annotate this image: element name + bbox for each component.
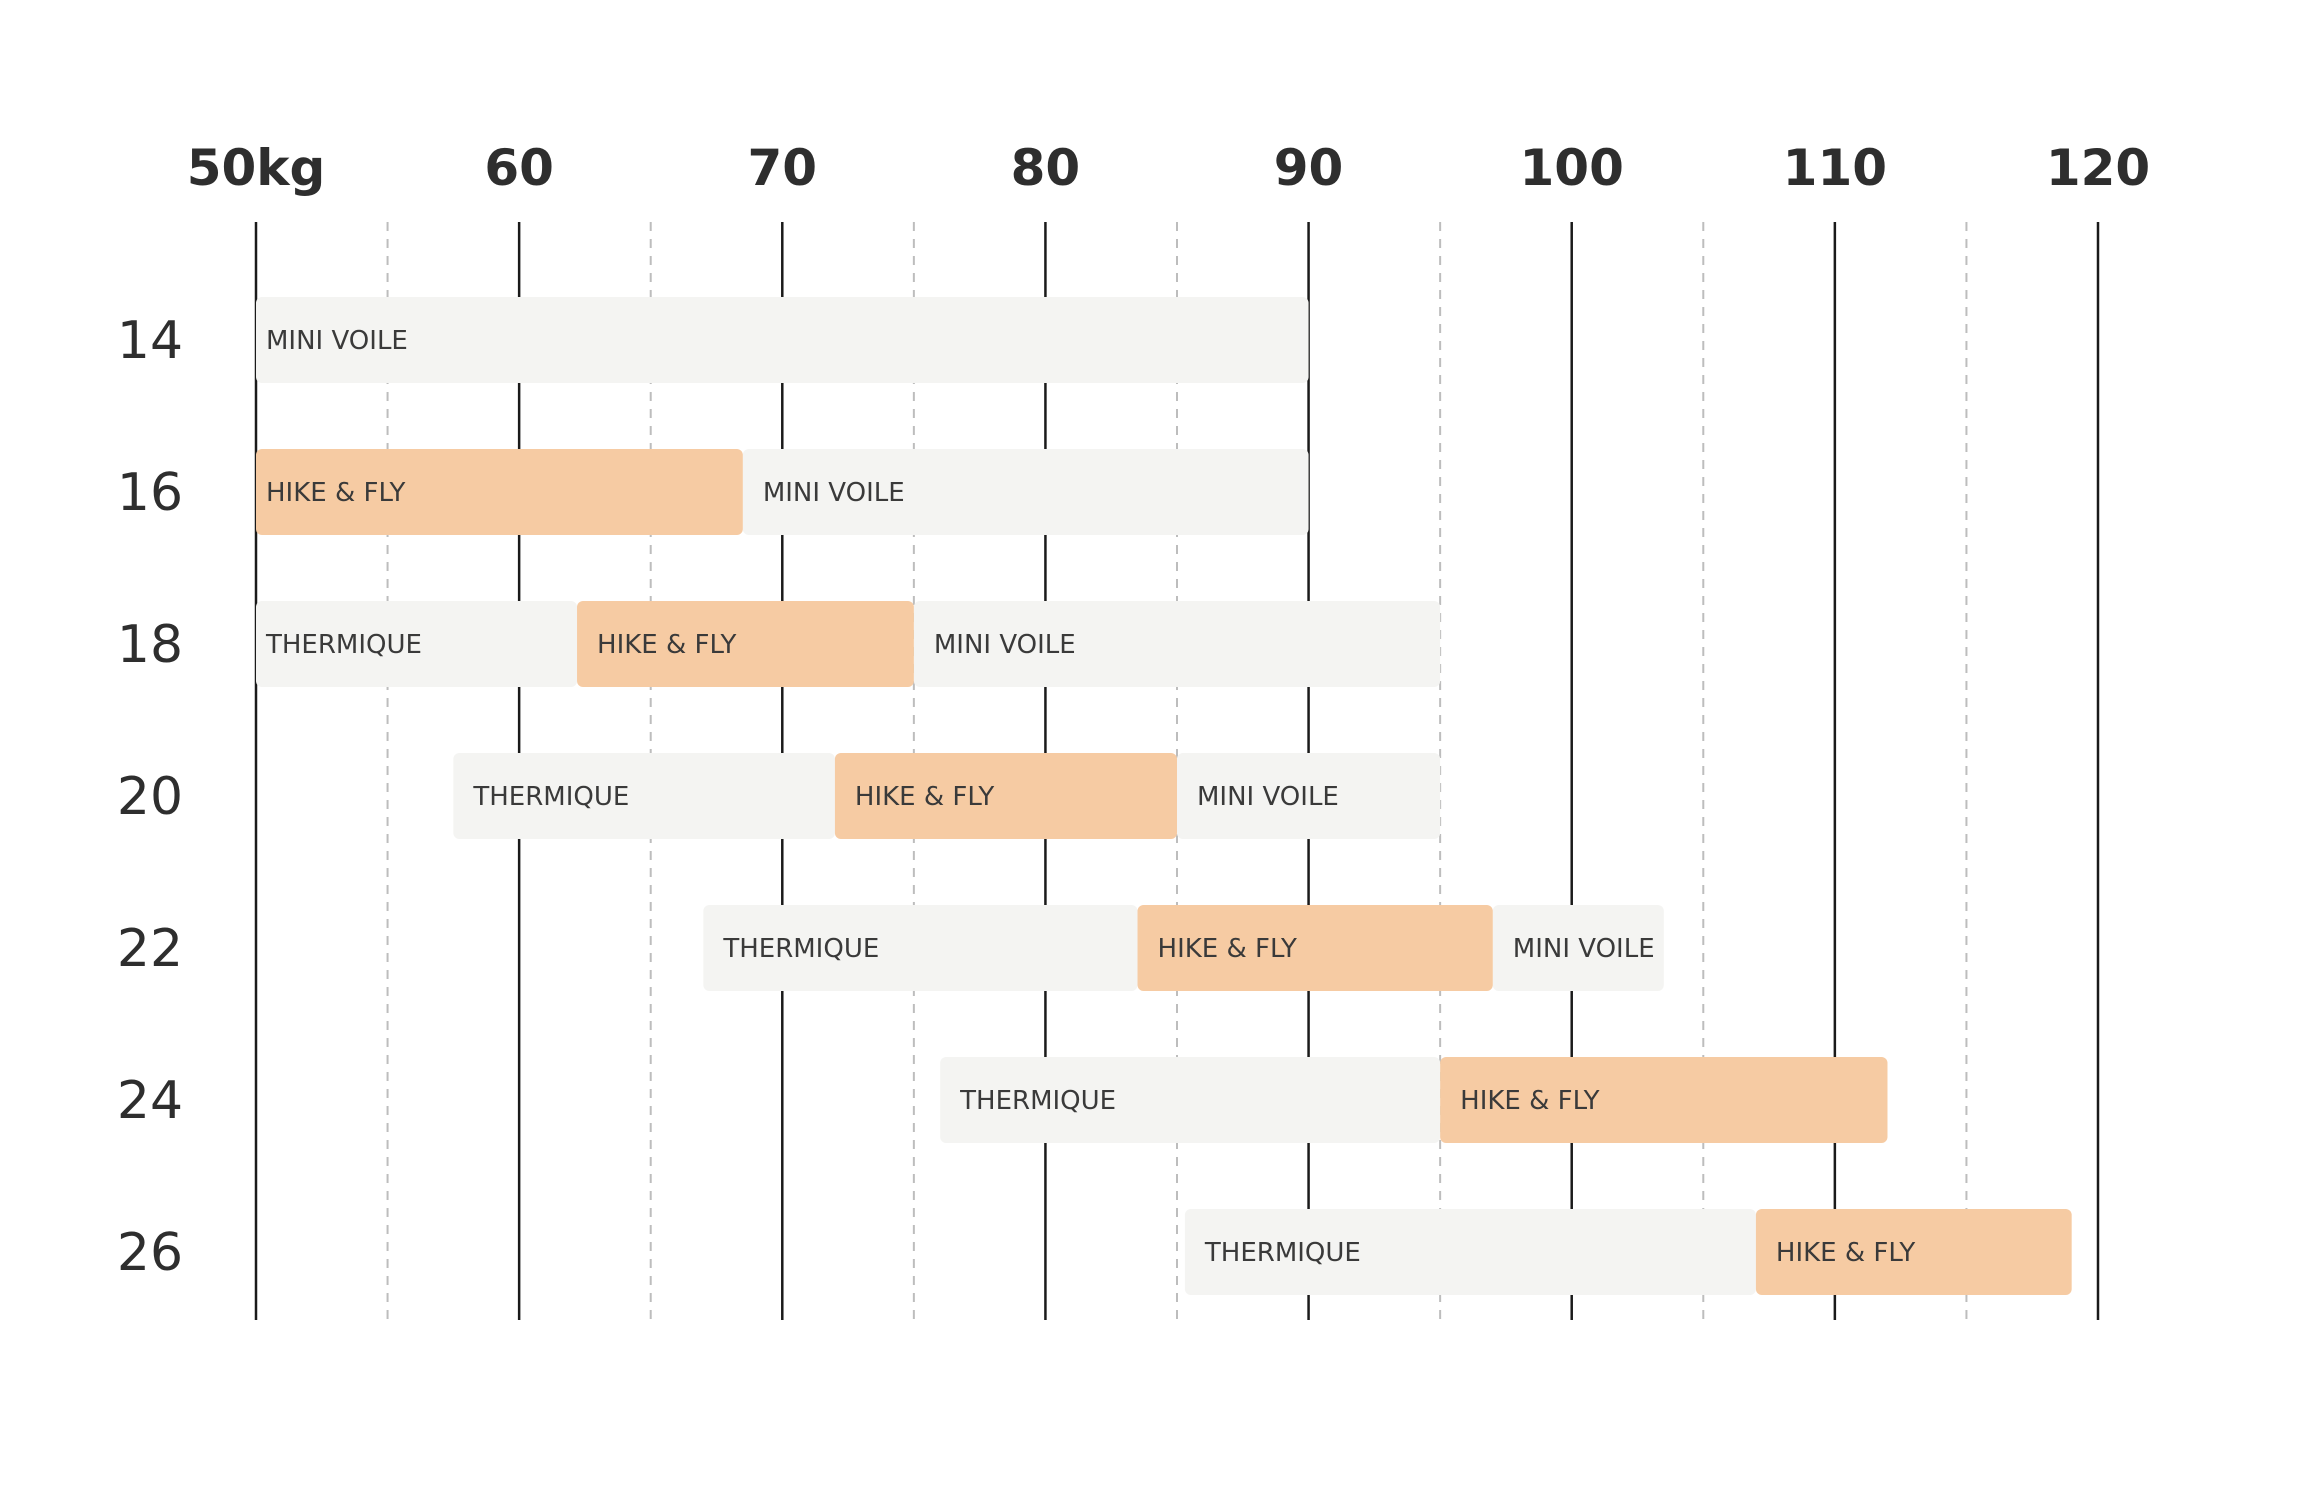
y-tick-label: 20 [117, 767, 183, 827]
x-tick-label: 120 [2046, 139, 2150, 197]
bar-hike-fly [834, 753, 1177, 839]
y-tick-label: 24 [117, 1071, 183, 1131]
bar-thermique [1184, 1209, 1756, 1295]
y-tick-label: 26 [117, 1223, 183, 1283]
bar-hike-fly [256, 449, 743, 535]
bar-label-mini-voile: MINI VOILE [1197, 782, 1339, 812]
x-tick-label: 50kg [187, 139, 326, 197]
bar-label-thermique: THERMIQUE [959, 1086, 1116, 1116]
x-tick-label: 90 [1274, 139, 1344, 197]
bar-hike-fly [1137, 905, 1493, 991]
bar-mini-voile [256, 297, 1309, 383]
bar-thermique [256, 601, 578, 687]
bar-label-hike-fly: HIKE & FLY [1158, 934, 1297, 964]
bar-label-hike-fly: HIKE & FLY [1460, 1086, 1599, 1116]
bar-mini-voile [742, 449, 1309, 535]
x-tick-label: 80 [1011, 139, 1081, 197]
bar-mini-voile [1177, 753, 1441, 839]
label-layer: 50kg 60 70 80 90 100 110 120 14 16 18 20 22 24 26 [117, 139, 2150, 1283]
bar-label-thermique: THERMIQUE [1204, 1238, 1361, 1268]
bar-mini-voile [1492, 905, 1664, 991]
y-tick-label: 16 [117, 463, 183, 523]
bar-label-hike-fly: HIKE & FLY [855, 782, 994, 812]
bar-thermique [940, 1057, 1441, 1143]
bar-hike-fly [1755, 1209, 2072, 1295]
bar-layer: THERMIQUE THERMIQUE THERMIQUE THERMIQUE THER… [256, 297, 2072, 1295]
y-tick-label: 22 [117, 919, 183, 979]
bar-label-mini-voile: MINI VOILE [1513, 934, 1655, 964]
bar-label-hike-fly: HIKE & FLY [266, 478, 405, 508]
bar-label-thermique: THERMIQUE [722, 934, 879, 964]
bar-label-hike-fly: HIKE & FLY [1776, 1238, 1915, 1268]
bar-thermique [453, 753, 835, 839]
bar-hike-fly [1440, 1057, 1888, 1143]
bar-label-thermique: THERMIQUE [472, 782, 629, 812]
x-tick-label: 60 [484, 139, 554, 197]
y-tick-label: 14 [117, 311, 183, 371]
x-tick-label: 70 [747, 139, 817, 197]
bar-thermique [703, 905, 1138, 991]
bar-label-mini-voile: MINI VOILE [763, 478, 905, 508]
bar-mini-voile [913, 601, 1441, 687]
bar-hike-fly [577, 601, 914, 687]
x-tick-label: 100 [1520, 139, 1624, 197]
bar-label-mini-voile: MINI VOILE [266, 326, 408, 356]
x-tick-label: 110 [1783, 139, 1887, 197]
bar-label-thermique: THERMIQUE [265, 630, 422, 660]
bar-label-mini-voile: MINI VOILE [934, 630, 1076, 660]
y-tick-label: 18 [117, 615, 183, 675]
bar-label-hike-fly: HIKE & FLY [597, 630, 736, 660]
